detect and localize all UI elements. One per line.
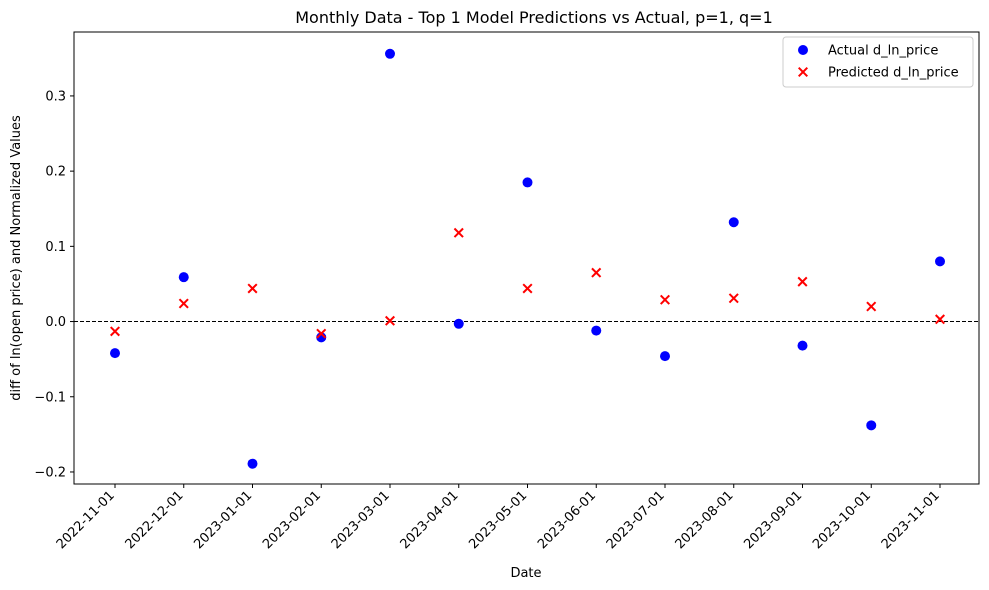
y-tick-label: −0.2	[34, 465, 66, 480]
x-tick-label: 2023-04-01	[398, 488, 462, 552]
x-marker-stroke	[934, 314, 946, 325]
predicted-point	[522, 283, 533, 294]
legend: Actual d_ln_price Predicted d_ln_price	[782, 36, 974, 88]
predicted-point	[934, 314, 946, 325]
predicted-point	[453, 227, 464, 238]
y-tick-label: 0.1	[45, 240, 66, 255]
x-marker-stroke	[453, 227, 464, 238]
x-marker-stroke	[384, 315, 396, 326]
predicted-point	[797, 276, 808, 287]
x-tick-label: 2023-07-01	[604, 488, 668, 552]
actual-point	[935, 256, 945, 267]
actual-point	[453, 318, 464, 329]
predicted-point	[659, 294, 671, 305]
actual-point	[110, 348, 120, 359]
y-tick-label: −0.1	[34, 390, 66, 405]
actual-point	[660, 351, 670, 362]
legend-box	[782, 36, 974, 88]
x-marker-stroke	[866, 301, 877, 312]
y-tick-label: 0.0	[45, 315, 66, 330]
predicted-point	[591, 267, 602, 278]
x-marker-stroke	[109, 326, 121, 337]
y-axis-label: diff of ln(open price) and Normalized Va…	[9, 115, 24, 401]
x-marker-stroke	[797, 276, 808, 287]
predicted-point	[316, 328, 327, 339]
x-tick-label: 2023-01-01	[191, 488, 255, 552]
actual-point	[522, 177, 533, 188]
x-tick-label: 2023-11-01	[879, 488, 943, 552]
x-marker-stroke	[247, 283, 258, 294]
predicted-point	[247, 283, 258, 294]
y-tick-label: 0.2	[45, 165, 66, 180]
x-marker-stroke	[659, 294, 671, 305]
predicted-point	[109, 326, 121, 337]
x-tick-label: 2022-12-01	[123, 488, 187, 552]
x-marker-stroke	[316, 328, 327, 339]
x-tick-label: 2023-10-01	[810, 488, 874, 552]
x-tick-label: 2023-08-01	[673, 488, 737, 552]
x-marker-stroke	[797, 66, 809, 78]
actual-point	[591, 325, 602, 336]
predicted-point	[384, 315, 396, 326]
x-marker-stroke	[728, 293, 739, 304]
predicted-point	[728, 293, 739, 304]
x-axis-label: Date	[510, 566, 541, 581]
y-tick-label: 0.3	[45, 89, 66, 104]
x-tick-label: 2023-03-01	[329, 488, 393, 552]
plot-area: −0.2 −0.1 0.0 0.1 0.2 0.3 2022-11-01 2022-12-01…	[34, 31, 980, 552]
legend-label: Predicted d_ln_price	[828, 66, 959, 81]
actual-point	[728, 217, 739, 228]
x-tick-label: 2023-09-01	[741, 488, 805, 552]
actual-point	[385, 48, 395, 59]
x-tick-label: 2023-02-01	[260, 488, 324, 552]
actual-point	[178, 272, 189, 283]
actual-point	[247, 458, 258, 469]
x-marker-stroke	[522, 283, 533, 294]
legend-marker-predicted	[797, 66, 809, 78]
x-tick-label: 2022-11-01	[54, 488, 118, 552]
x-tick-label: 2023-06-01	[535, 488, 599, 552]
plot-frame	[73, 31, 980, 485]
legend-marker-actual	[798, 45, 808, 55]
legend-label: Actual d_ln_price	[828, 44, 938, 59]
chart-title: Monthly Data - Top 1 Model Predictions v…	[295, 8, 773, 27]
actual-point	[866, 420, 877, 431]
predicted-point	[866, 301, 877, 312]
predicted-point	[178, 298, 189, 309]
x-marker-stroke	[591, 267, 602, 278]
x-tick-label: 2023-05-01	[466, 488, 530, 552]
actual-point	[797, 340, 808, 351]
x-marker-stroke	[178, 298, 189, 309]
